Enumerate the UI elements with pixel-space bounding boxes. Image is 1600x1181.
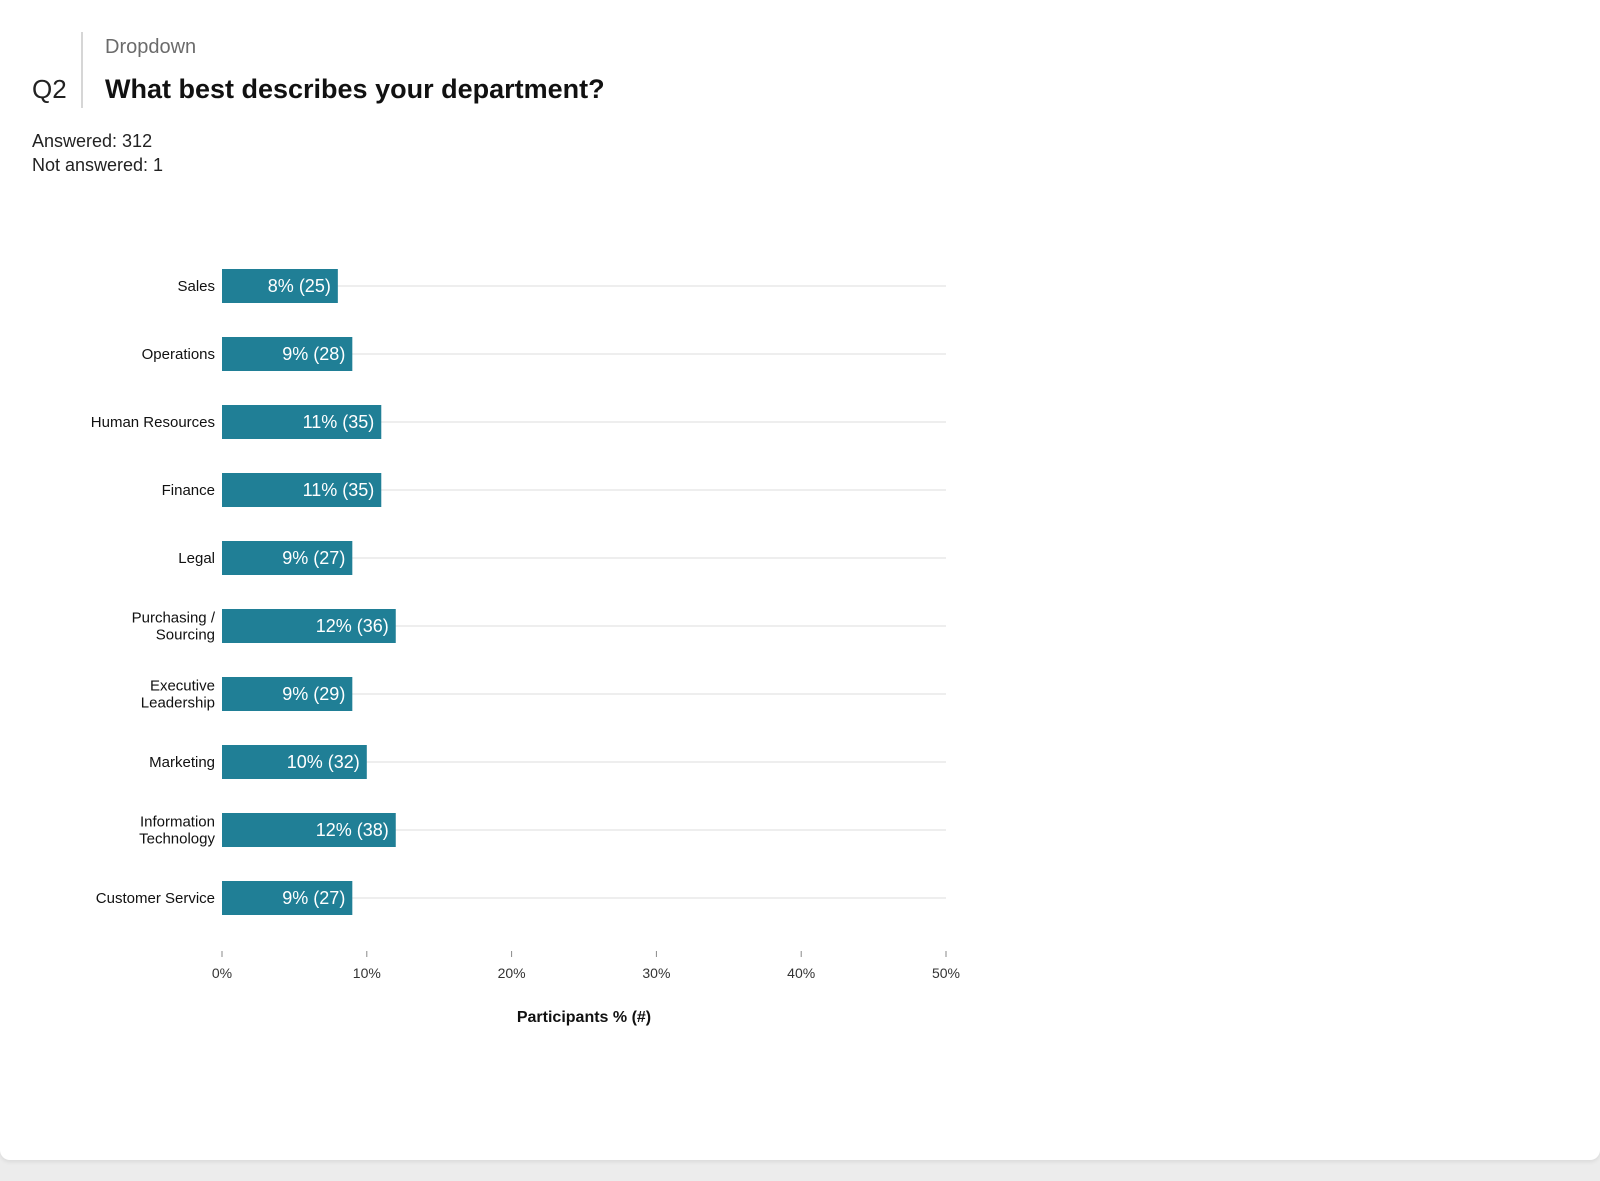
bar-data-label: 9% (29)	[282, 684, 345, 704]
bar	[222, 609, 396, 643]
category-label: Human Resources	[91, 414, 215, 431]
bar-data-label: 11% (35)	[303, 412, 375, 432]
category-label: Sourcing	[156, 627, 215, 644]
category-label: Purchasing /	[132, 610, 216, 627]
bar-data-label: 10% (32)	[287, 752, 360, 772]
x-tick-label: 10%	[353, 965, 381, 981]
bar	[222, 813, 396, 847]
category-label: Information	[140, 814, 215, 831]
bar-data-label: 12% (36)	[316, 616, 389, 636]
x-tick-label: 30%	[642, 965, 670, 981]
answered-count: Answered: 312	[32, 131, 153, 151]
x-tick-label: 0%	[212, 965, 232, 981]
bar	[222, 269, 338, 303]
bar-data-label: 8% (25)	[268, 276, 331, 296]
bar	[222, 473, 382, 507]
category-label: Legal	[178, 550, 215, 567]
bar-data-label: 9% (28)	[282, 344, 345, 364]
header-divider	[81, 32, 83, 108]
bar-data-label: 9% (27)	[282, 548, 345, 568]
bar	[222, 405, 382, 439]
x-tick-label: 50%	[932, 965, 960, 981]
bar-data-label: 12% (38)	[316, 820, 389, 840]
category-label: Sales	[177, 278, 215, 295]
question-title: What best describes your department?	[105, 74, 605, 104]
bar-data-label: 11% (35)	[303, 480, 375, 500]
question-type: Dropdown	[105, 36, 197, 58]
not-answered-count: Not answered: 1	[32, 155, 164, 175]
category-label: Operations	[142, 346, 215, 363]
bar-data-label: 9% (27)	[282, 888, 345, 908]
category-label: Finance	[162, 482, 215, 499]
category-label: Technology	[139, 831, 215, 848]
x-axis-title: Participants % (#)	[517, 1009, 651, 1026]
bar	[222, 881, 353, 915]
x-tick-label: 20%	[498, 965, 526, 981]
question-number: Q2	[32, 74, 67, 104]
bar	[222, 677, 353, 711]
bar	[222, 745, 367, 779]
x-tick-label: 40%	[787, 965, 815, 981]
category-label: Marketing	[149, 754, 215, 771]
category-label: Leadership	[141, 695, 215, 712]
bar	[222, 541, 353, 575]
bar	[222, 337, 353, 371]
category-label: Customer Service	[96, 890, 215, 907]
category-label: Executive	[150, 678, 215, 695]
